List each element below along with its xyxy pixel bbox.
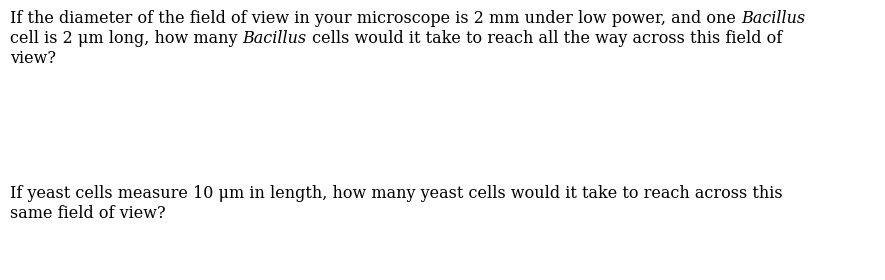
Text: Bacillus: Bacillus xyxy=(242,30,307,47)
Text: view?: view? xyxy=(10,50,56,67)
Text: Bacillus: Bacillus xyxy=(741,10,805,27)
Text: cell is 2 μm long, how many: cell is 2 μm long, how many xyxy=(10,30,242,47)
Text: cells would it take to reach all the way across this field of: cells would it take to reach all the way… xyxy=(307,30,782,47)
Text: same field of view?: same field of view? xyxy=(10,205,165,222)
Text: If the diameter of the field of view in your microscope is 2 mm under low power,: If the diameter of the field of view in … xyxy=(10,10,741,27)
Text: If yeast cells measure 10 μm in length, how many yeast cells would it take to re: If yeast cells measure 10 μm in length, … xyxy=(10,185,782,202)
